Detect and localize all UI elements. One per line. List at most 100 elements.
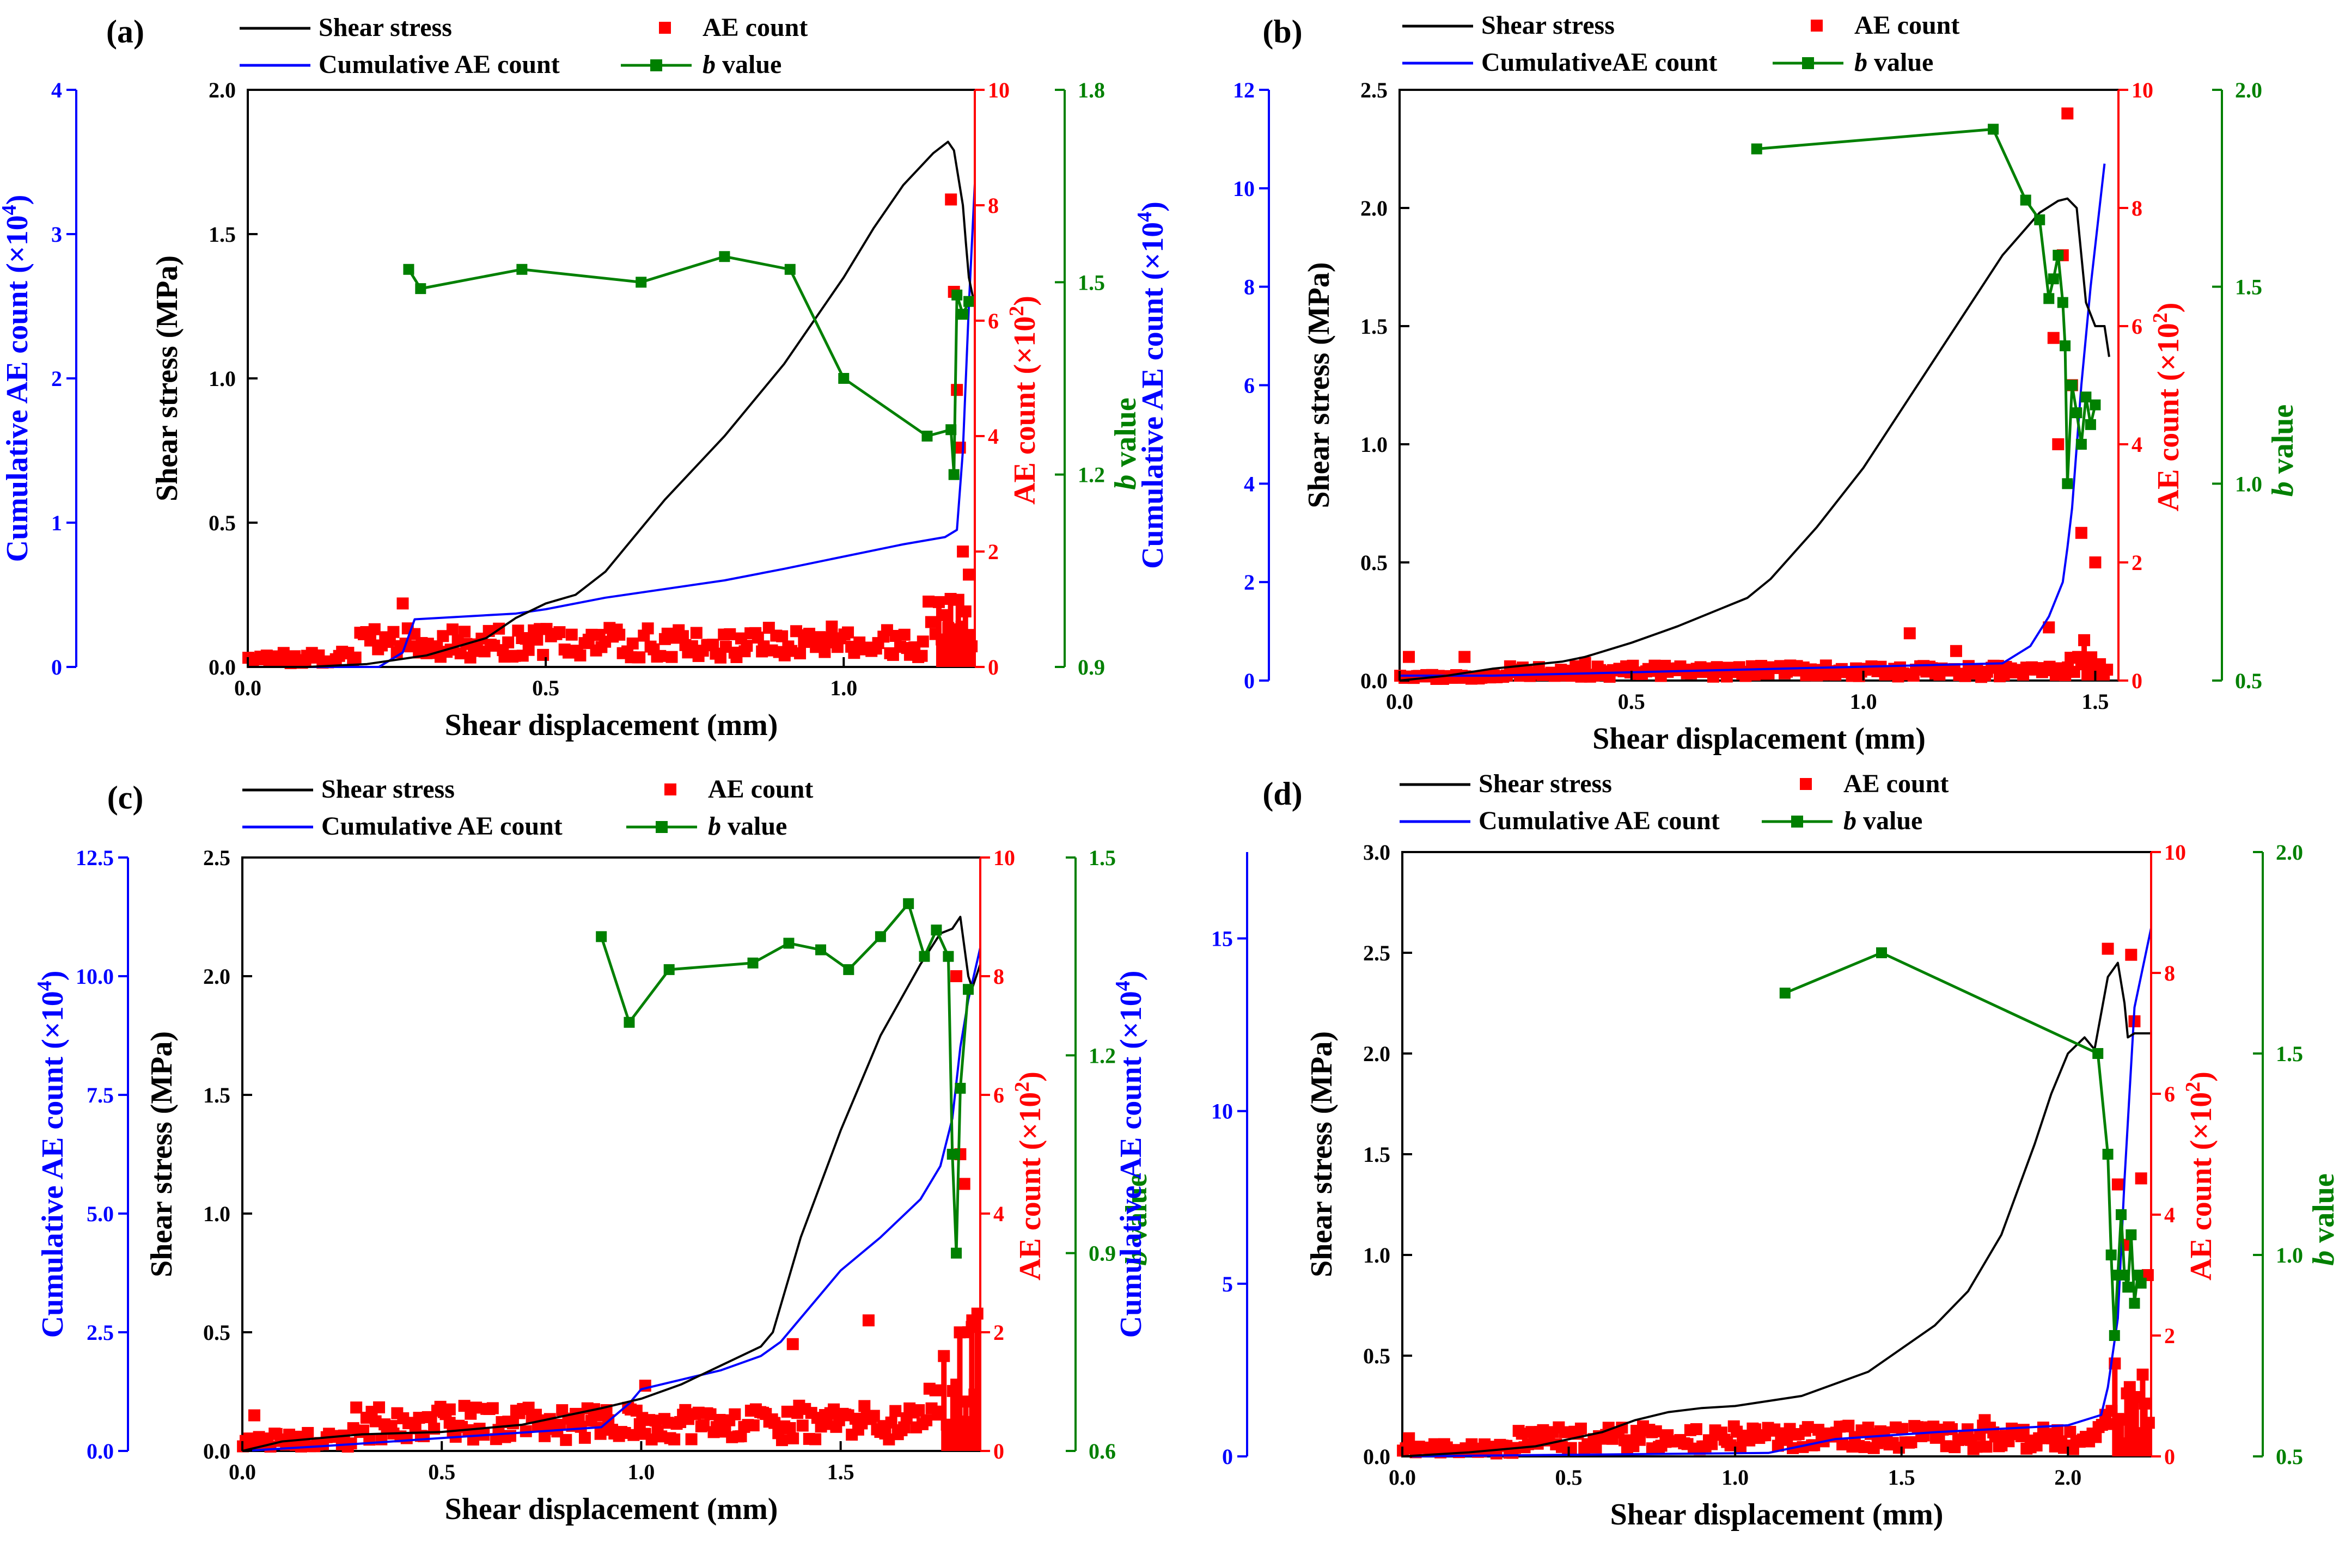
ae-count-point [490,1433,502,1445]
b-value-tick-label: 0.9 [1078,655,1105,679]
stress-tick-label: 1.0 [1363,1243,1390,1267]
ae-count-point [1724,1439,1737,1451]
legend-ae-swatch [1800,778,1812,790]
b-value-point [2119,1270,2130,1281]
stress-tick-label: 2.0 [1360,196,1388,220]
b-value-axis-label: b value [1109,397,1143,490]
ae-count-point [945,193,957,206]
legend-b-marker [1791,816,1803,828]
cumulative-ae-tick-label: 0 [51,655,62,679]
stress-tick-label: 2.0 [1363,1042,1390,1066]
ae-count-point [565,628,578,641]
stress-tick-label: 2.5 [203,846,230,870]
ae-count-point [1743,1434,1756,1447]
ae-count-point [454,647,467,660]
ae-count-tick-label: 8 [2164,961,2175,985]
b-value-point [2116,1209,2127,1220]
cumulative-ae-tick-label: 2 [1244,570,1255,595]
ae-count-tick-label: 0 [988,655,999,679]
ae-count-point [796,1419,809,1432]
ae-count-point [685,1433,698,1445]
legend-ae-swatch [1811,20,1823,32]
x-tick-label: 1.0 [1850,689,1877,714]
stress-tick-label: 1.5 [203,1083,230,1107]
ae-count-bar [939,639,945,667]
ae-count-point [704,1408,717,1420]
x-tick-label: 1.0 [627,1460,655,1484]
ae-count-point [729,1408,741,1420]
panel-d: (d) 0.0 0.5 1.0 1.5 2.0 Shear displacement (mm… [1112,769,2339,1532]
ae-count-bar [2104,669,2110,681]
b-value-point [2092,1048,2104,1059]
b-value-axis-label: b value [1120,1173,1153,1266]
ae-count-point [920,1414,933,1426]
ae-count-point [1905,1436,1917,1448]
ae-count-point [781,1405,793,1418]
ae-count-point [950,970,963,982]
panel-a: (a) 0.0 0.5 1.0 Shear displacement (mm) 0.0 0.… [0,13,1143,742]
b-value-point [415,283,426,295]
ae-count-point [776,630,789,642]
ae-count-point [396,597,409,610]
b-value-tick-label: 1.5 [1089,846,1116,870]
ae-count-series [1397,942,2155,1460]
ae-count-point [506,1417,519,1430]
stress-tick-label: 2.5 [1360,78,1388,102]
ae-count-tick-label: 10 [2132,78,2153,102]
ae-count-point [537,648,549,661]
plot-frame [1401,851,2152,1457]
ae-count-point [504,1430,516,1442]
ae-count-point [1950,645,1962,657]
ae-count-point [1458,651,1471,663]
cumulative-ae-tick-label: 12.5 [76,846,114,870]
ae-count-bar [2142,1403,2148,1456]
b-value-point [719,251,730,262]
b-value-point [2062,478,2073,489]
ae-count-point [2051,1424,2064,1436]
legend-ae-swatch [664,783,676,795]
ae-count-bar [974,1313,980,1451]
ae-count-point [443,1417,456,1429]
ae-count-point [951,384,963,396]
x-tick-label: 1.0 [830,676,857,700]
ae-count-point [350,1401,363,1414]
ae-count-point [665,651,678,663]
ae-count-point [858,1400,871,1412]
ae-count-point [1842,1419,1855,1432]
stress-tick-label: 0.0 [203,1439,230,1463]
ae-count-point [768,1417,781,1429]
ae-count-point [2043,621,2055,634]
cumulative-ae-tick-label: 15 [1211,927,1233,951]
ae-count-point [1559,1426,1571,1438]
b-value-point [2034,214,2045,225]
b-value-markers [1779,947,2147,1341]
ae-count-point [2047,332,2060,344]
ae-count-point [1980,1441,1993,1453]
ae-count-point [531,633,543,646]
b-value-markers [596,898,974,1259]
b-value-tick-label: 0.5 [2276,1444,2303,1469]
ae-count-point [2111,1178,2124,1191]
x-tick-label: 2.0 [2054,1465,2081,1490]
shear-stress-axis-label: Shear stress (MPa) [150,255,184,501]
ae-count-point [698,1419,710,1431]
ae-count-tick-label: 4 [993,1202,1004,1226]
ae-count-bar [972,1394,978,1451]
ae-count-point [2102,1418,2114,1430]
ae-count-point [898,1421,911,1434]
ae-count-tick-label: 4 [2164,1203,2175,1227]
ae-count-point [724,628,736,640]
ae-count-point [821,1418,833,1430]
b-value-line [1784,951,2142,1337]
b-value-point [2126,1229,2137,1240]
b-value-tick-label: 1.5 [2235,275,2262,299]
b-value-line [600,902,970,1255]
b-value-point [2105,1250,2117,1260]
stress-tick-label: 1.5 [1360,314,1388,339]
ae-count-bar [2112,1363,2118,1456]
ae-count-point [516,632,528,644]
b-value-axis-label: b value [2307,1173,2339,1266]
cumulative-ae-line [248,183,976,668]
ae-count-bar [955,599,961,667]
cumulative-ae-tick-label: 0 [1244,669,1255,693]
